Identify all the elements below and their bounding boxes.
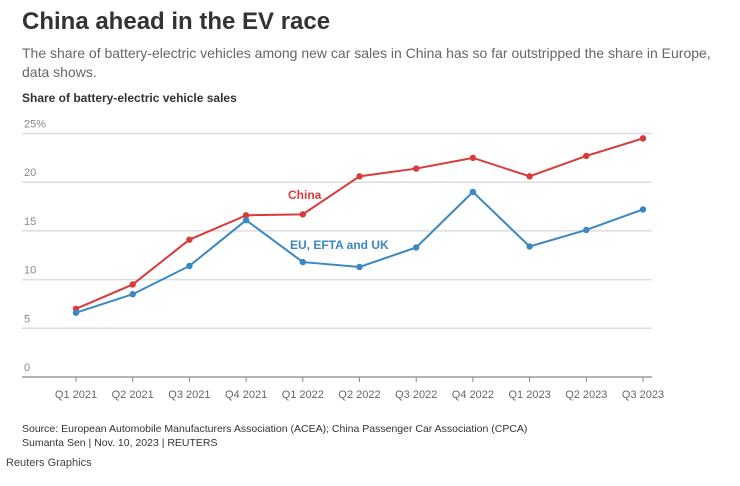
series-label: EU, EFTA and UK — [290, 238, 389, 252]
x-tick-label: Q3 2023 — [622, 389, 664, 401]
x-tick-label: Q1 2023 — [508, 389, 550, 401]
data-point — [356, 263, 363, 271]
data-point — [469, 154, 477, 162]
data-point — [639, 206, 647, 213]
data-point — [526, 173, 533, 180]
y-tick-label: 5 — [24, 313, 30, 325]
data-point — [639, 135, 647, 142]
x-tick-label: Q1 2021 — [55, 389, 97, 401]
series-line-0 — [75, 137, 644, 310]
data-point — [413, 244, 420, 251]
data-point — [129, 291, 136, 298]
data-point — [242, 212, 250, 219]
x-tick-label: Q3 2021 — [168, 389, 210, 401]
data-point — [129, 281, 136, 288]
x-tick-label: Q2 2022 — [338, 389, 380, 401]
data-point — [526, 243, 533, 250]
data-point — [413, 165, 420, 172]
data-point — [356, 173, 363, 180]
data-point — [186, 236, 193, 243]
data-point — [583, 152, 590, 160]
y-tick-label: 20 — [24, 167, 36, 179]
brand-label: Reuters Graphics — [6, 457, 92, 469]
chart-title: China ahead in the EV race — [22, 8, 331, 35]
series-line-1 — [75, 190, 644, 314]
source-text: Source: European Automobile Manufacturer… — [22, 423, 528, 435]
data-point — [186, 262, 193, 270]
y-tick-label: 0 — [24, 362, 30, 374]
data-point — [583, 226, 590, 234]
source-note: Source: European Automobile Manufacturer… — [22, 422, 527, 450]
chart-subtitle: The share of battery-electric vehicles a… — [22, 45, 711, 80]
data-point — [469, 188, 477, 196]
x-tick-label: Q4 2021 — [225, 389, 267, 401]
data-point — [242, 216, 250, 224]
y-tick-label: 25% — [24, 119, 46, 131]
plot-title: Share of battery-electric vehicle sales — [22, 91, 237, 105]
y-tick-label: 15 — [24, 216, 36, 228]
data-point — [299, 258, 306, 266]
byline: Sumanta Sen | Nov. 10, 2023 | REUTERS — [22, 437, 218, 449]
x-tick-label: Q3 2022 — [395, 389, 437, 401]
series-label: China — [288, 188, 322, 202]
data-point — [299, 211, 306, 218]
x-tick-label: Q2 2021 — [112, 389, 154, 401]
x-tick-label: Q4 2022 — [452, 389, 494, 401]
x-tick-label: Q2 2023 — [565, 389, 607, 401]
x-tick-label: Q1 2022 — [282, 389, 324, 401]
y-tick-label: 10 — [24, 265, 36, 277]
data-point — [72, 309, 80, 316]
